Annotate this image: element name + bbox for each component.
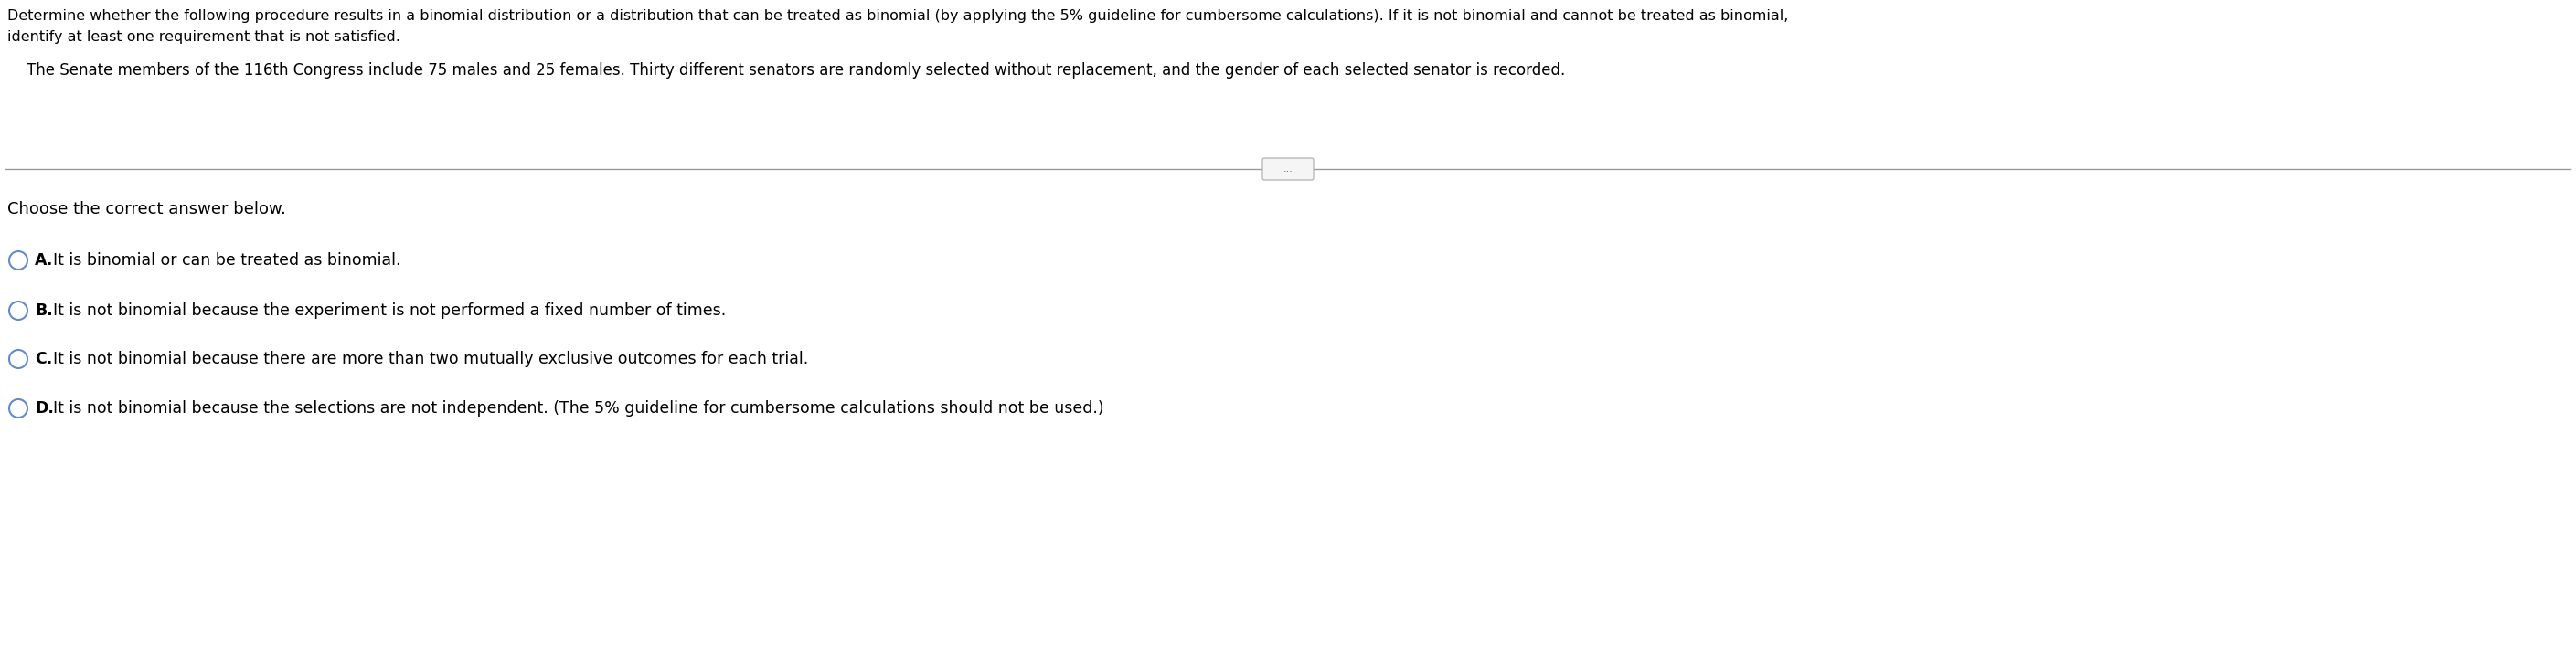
Text: It is not binomial because the experiment is not performed a fixed number of tim: It is not binomial because the experimen… bbox=[54, 302, 726, 319]
Text: D.: D. bbox=[33, 400, 54, 417]
Text: Choose the correct answer below.: Choose the correct answer below. bbox=[8, 201, 286, 217]
Text: B.: B. bbox=[33, 302, 52, 319]
Text: ...: ... bbox=[1283, 165, 1293, 174]
Text: A.: A. bbox=[33, 252, 54, 268]
FancyBboxPatch shape bbox=[1262, 158, 1314, 180]
Text: identify at least one requirement that is not satisfied.: identify at least one requirement that i… bbox=[8, 30, 399, 44]
Text: Determine whether the following procedure results in a binomial distribution or : Determine whether the following procedur… bbox=[8, 9, 1788, 23]
Text: The Senate members of the 116th Congress include 75 males and 25 females. Thirty: The Senate members of the 116th Congress… bbox=[8, 62, 1566, 79]
Text: It is binomial or can be treated as binomial.: It is binomial or can be treated as bino… bbox=[54, 252, 402, 268]
Text: It is not binomial because there are more than two mutually exclusive outcomes f: It is not binomial because there are mor… bbox=[54, 351, 809, 367]
Text: C.: C. bbox=[33, 351, 52, 367]
Text: It is not binomial because the selections are not independent. (The 5% guideline: It is not binomial because the selection… bbox=[54, 400, 1105, 417]
